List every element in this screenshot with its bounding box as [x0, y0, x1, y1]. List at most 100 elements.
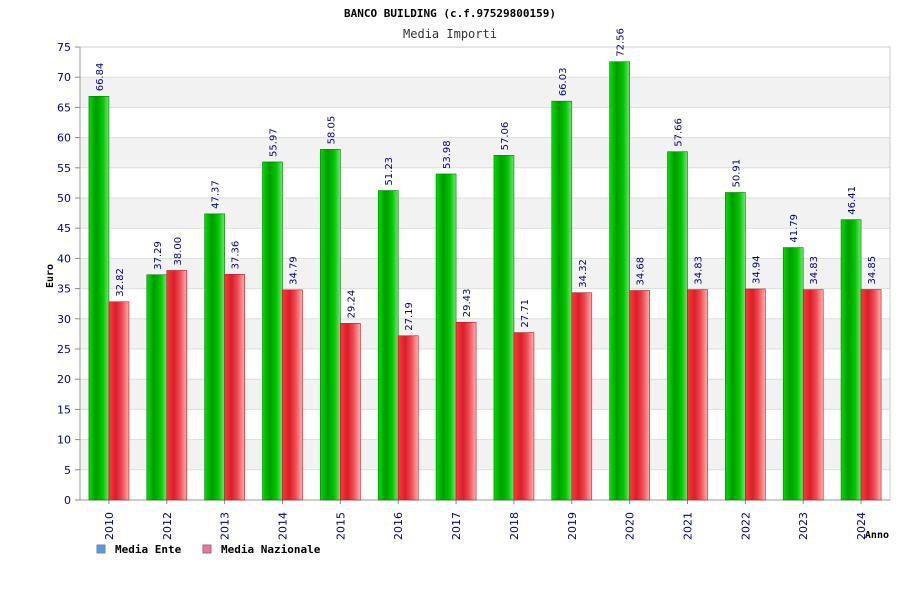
- y-tick-label: 0: [64, 494, 71, 507]
- legend-swatch-media-ente: [96, 544, 106, 554]
- grid-band: [80, 258, 890, 289]
- x-tick-label-2015: 2015: [334, 512, 347, 540]
- legend-label-media-ente: Media Ente: [115, 543, 182, 556]
- bar-media-ente-2021: [667, 151, 688, 501]
- grid-band: [80, 379, 890, 410]
- legend: Media Ente Media Nazionale: [96, 543, 321, 556]
- value-label-media-ente-2010: 66.84: [95, 63, 106, 92]
- value-label-media-nazionale-2012: 38.00: [173, 237, 184, 266]
- x-tick-label-2013: 2013: [219, 512, 232, 540]
- value-label-media-ente-2018: 57.06: [500, 122, 511, 151]
- x-tick-label-2021: 2021: [682, 512, 695, 540]
- value-label-media-ente-2021: 57.66: [674, 118, 685, 147]
- bar-media-ente-2013: [204, 213, 225, 501]
- y-tick-label: 5: [64, 464, 71, 477]
- value-label-media-nazionale-2024: 34.85: [867, 256, 878, 285]
- bar-media-nazionale-2012: [166, 270, 188, 501]
- bar-media-ente-2024: [840, 219, 862, 501]
- bar-media-ente-2020: [609, 61, 630, 501]
- value-label-media-ente-2022: 50.91: [731, 159, 742, 188]
- value-labels: 66.84 32.82 37.29 38.00 47.37 37.36 55.97 34.79…: [95, 28, 878, 331]
- bar-media-ente-2015: [320, 149, 341, 501]
- y-tick-label: 40: [57, 252, 71, 265]
- value-label-media-ente-2014: 55.97: [269, 128, 280, 157]
- chart-title: BANCO BUILDING (c.f.97529800159): [344, 7, 556, 20]
- x-tick-label-2018: 2018: [508, 512, 521, 540]
- value-label-media-nazionale-2014: 34.79: [289, 256, 300, 285]
- legend-swatch-media-nazionale: [202, 544, 212, 554]
- grid-band: [80, 318, 890, 349]
- bar-media-nazionale-2016: [397, 335, 419, 501]
- value-label-media-ente-2020: 72.56: [616, 28, 627, 57]
- bar-media-ente-2012: [146, 274, 168, 501]
- value-label-media-ente-2024: 46.41: [847, 186, 858, 215]
- value-label-media-nazionale-2020: 34.68: [636, 257, 647, 286]
- y-tick-label: 70: [57, 71, 71, 84]
- y-tick-label: 20: [57, 373, 71, 386]
- y-tick-label: 35: [57, 283, 71, 296]
- axes: 0 5 10 15 20 25 30 35 40 45 50 55 60 65 70 75 2010 2012 20…: [57, 41, 891, 540]
- y-tick-label: 15: [57, 403, 71, 416]
- y-axis-label: Euro: [45, 264, 56, 288]
- bar-media-ente-2016: [377, 190, 399, 501]
- x-tick-label-2012: 2012: [161, 512, 174, 540]
- y-tick-label: 65: [57, 101, 71, 114]
- grid-band: [80, 198, 890, 229]
- grid-bands: [80, 46, 890, 501]
- value-label-media-ente-2012: 37.29: [153, 241, 164, 270]
- bar-media-ente-2014: [262, 161, 283, 501]
- bar-media-ente-2022: [725, 192, 746, 501]
- bar-media-ente-2010: [88, 95, 110, 501]
- bar-media-nazionale-2017: [455, 321, 477, 501]
- y-tick-label: 25: [57, 343, 71, 356]
- bar-media-nazionale-2024: [860, 289, 882, 501]
- bar-media-nazionale-2010: [108, 301, 130, 501]
- x-tick-label-2017: 2017: [450, 512, 463, 540]
- x-tick-label-2019: 2019: [566, 512, 579, 540]
- value-label-media-nazionale-2023: 34.83: [809, 256, 820, 285]
- value-label-media-nazionale-2018: 27.71: [520, 299, 531, 328]
- y-tick-label: 30: [57, 313, 71, 326]
- bar-media-nazionale-2019: [571, 292, 593, 501]
- x-tick-label-2020: 2020: [624, 512, 637, 540]
- y-tick-label: 10: [57, 434, 71, 447]
- bar-media-nazionale-2013: [224, 274, 245, 501]
- chart-subtitle: Media Importi: [403, 27, 497, 41]
- legend-item-media-ente: Media Ente: [96, 543, 182, 556]
- value-label-media-ente-2019: 66.03: [558, 68, 569, 97]
- value-label-media-ente-2013: 47.37: [211, 180, 222, 209]
- value-label-media-nazionale-2015: 29.24: [346, 290, 357, 319]
- value-label-media-nazionale-2013: 37.36: [231, 241, 242, 270]
- bar-media-nazionale-2015: [340, 323, 361, 501]
- bar-media-nazionale-2018: [513, 332, 535, 501]
- value-label-media-ente-2023: 41.79: [789, 214, 800, 243]
- x-axis-label: Anno: [865, 530, 889, 541]
- bar-media-nazionale-2021: [687, 289, 708, 501]
- value-label-media-nazionale-2010: 32.82: [115, 268, 126, 297]
- legend-item-media-nazionale: Media Nazionale: [202, 543, 321, 556]
- x-tick-label-2023: 2023: [797, 512, 810, 540]
- bar-media-ente-2023: [782, 247, 804, 501]
- legend-label-media-nazionale: Media Nazionale: [221, 543, 321, 556]
- x-tick-label-2010: 2010: [103, 512, 116, 540]
- value-label-media-nazionale-2019: 34.32: [578, 259, 589, 288]
- x-tick-label-2024: 2024: [855, 512, 868, 540]
- bar-media-nazionale-2023: [802, 289, 824, 501]
- x-tick-label-2022: 2022: [739, 512, 752, 540]
- bar-media-nazionale-2022: [745, 288, 766, 501]
- value-label-media-nazionale-2016: 27.19: [404, 302, 415, 331]
- value-label-media-ente-2015: 58.05: [326, 116, 337, 145]
- x-tick-label-2016: 2016: [392, 512, 405, 540]
- bar-media-ente-2018: [493, 155, 515, 501]
- grid-band: [80, 77, 890, 108]
- y-tick-label: 50: [57, 192, 71, 205]
- y-tick-label: 75: [57, 41, 71, 54]
- grid-band: [80, 137, 890, 168]
- value-label-media-ente-2016: 51.23: [384, 157, 395, 186]
- bar-media-ente-2017: [435, 173, 457, 501]
- value-label-media-nazionale-2021: 34.83: [694, 256, 705, 285]
- value-label-media-nazionale-2022: 34.94: [751, 255, 762, 284]
- y-tick-label: 60: [57, 132, 71, 145]
